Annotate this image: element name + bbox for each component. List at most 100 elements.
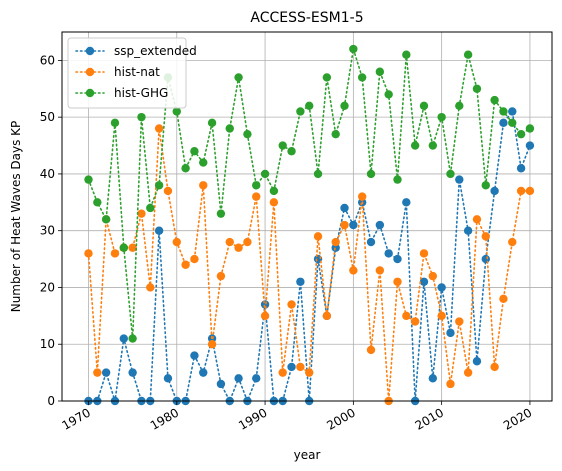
data-point: [260, 300, 270, 309]
legend-marker: [85, 88, 95, 98]
data-point: [349, 220, 358, 230]
data-point: [508, 118, 517, 128]
data-point: [128, 243, 137, 252]
data-point: [516, 129, 526, 139]
y-tick-label: 50: [40, 110, 55, 124]
data-point: [525, 124, 535, 133]
data-point: [154, 226, 164, 235]
data-point: [278, 368, 287, 377]
data-point: [490, 95, 499, 105]
data-point: [269, 198, 279, 207]
data-point: [154, 181, 164, 190]
data-point: [366, 345, 376, 355]
legend-marker: [85, 46, 95, 56]
data-point: [296, 362, 305, 372]
data-point: [216, 379, 226, 389]
data-point: [163, 186, 173, 196]
data-point: [313, 169, 323, 179]
legend-label: hist-GHG: [114, 86, 168, 100]
data-point: [287, 300, 296, 309]
data-point: [119, 334, 128, 343]
data-point: [269, 186, 279, 196]
data-point: [410, 317, 420, 326]
data-point: [402, 311, 411, 321]
data-point: [110, 249, 120, 258]
data-point: [128, 368, 137, 377]
data-point: [243, 129, 252, 139]
data-point: [384, 249, 393, 258]
data-point: [260, 169, 270, 179]
data-point: [190, 351, 199, 360]
data-point: [146, 203, 155, 213]
chart-title: ACCESS-ESM1-5: [250, 10, 363, 26]
plot-frame: [61, 31, 553, 402]
data-point: [252, 192, 261, 201]
data-point: [243, 237, 252, 247]
data-point: [110, 118, 120, 128]
data-point: [190, 147, 199, 156]
data-point: [234, 243, 243, 252]
data-point: [154, 124, 164, 133]
data-point: [234, 73, 243, 82]
data-point: [322, 73, 332, 82]
data-point: [207, 118, 217, 128]
legend: ssp_extended hist-nat hist-GHG: [67, 37, 197, 109]
data-point: [525, 186, 535, 196]
legend-box: [67, 37, 187, 109]
data-point: [146, 283, 155, 292]
data-point: [472, 215, 482, 224]
data-point: [331, 129, 340, 139]
data-point: [313, 232, 323, 241]
data-point: [481, 181, 490, 190]
data-point: [181, 260, 190, 269]
data-point: [499, 118, 508, 128]
data-point: [437, 311, 446, 321]
y-tick-label: 40: [40, 167, 55, 181]
data-point: [490, 186, 499, 196]
data-point: [455, 175, 464, 184]
data-point: [499, 294, 508, 304]
data-point: [463, 226, 473, 235]
data-point: [366, 237, 376, 247]
data-point: [216, 271, 226, 281]
data-point: [472, 357, 482, 366]
data-point: [481, 254, 490, 264]
data-point: [93, 198, 102, 207]
data-point: [366, 169, 376, 179]
y-tick-label: 30: [40, 224, 55, 238]
data-point: [516, 164, 526, 173]
data-point: [340, 220, 349, 230]
data-point: [437, 112, 446, 122]
data-point: [305, 368, 314, 377]
data-point: [357, 192, 367, 201]
data-point: [472, 84, 482, 93]
data-point: [508, 237, 517, 247]
data-point: [252, 374, 261, 383]
legend-marker: [85, 67, 95, 77]
y-tick-label: 20: [40, 280, 55, 294]
data-point: [463, 50, 473, 59]
data-point: [181, 164, 190, 173]
data-point: [305, 101, 314, 111]
data-point: [349, 266, 358, 275]
data-point: [428, 271, 438, 281]
data-point: [296, 107, 305, 116]
data-point: [322, 311, 332, 321]
data-point: [375, 266, 385, 275]
data-point: [516, 186, 526, 196]
data-point: [101, 215, 111, 224]
data-point: [137, 209, 146, 218]
data-point: [393, 175, 402, 184]
data-point: [463, 368, 473, 377]
data-point: [349, 44, 358, 54]
data-point: [199, 158, 208, 167]
x-axis-label: year: [294, 448, 321, 462]
data-point: [172, 107, 181, 116]
data-point: [340, 101, 349, 111]
data-point: [172, 237, 181, 247]
data-point: [419, 101, 429, 111]
data-point: [375, 220, 385, 230]
data-point: [525, 141, 535, 150]
data-point: [481, 232, 490, 241]
